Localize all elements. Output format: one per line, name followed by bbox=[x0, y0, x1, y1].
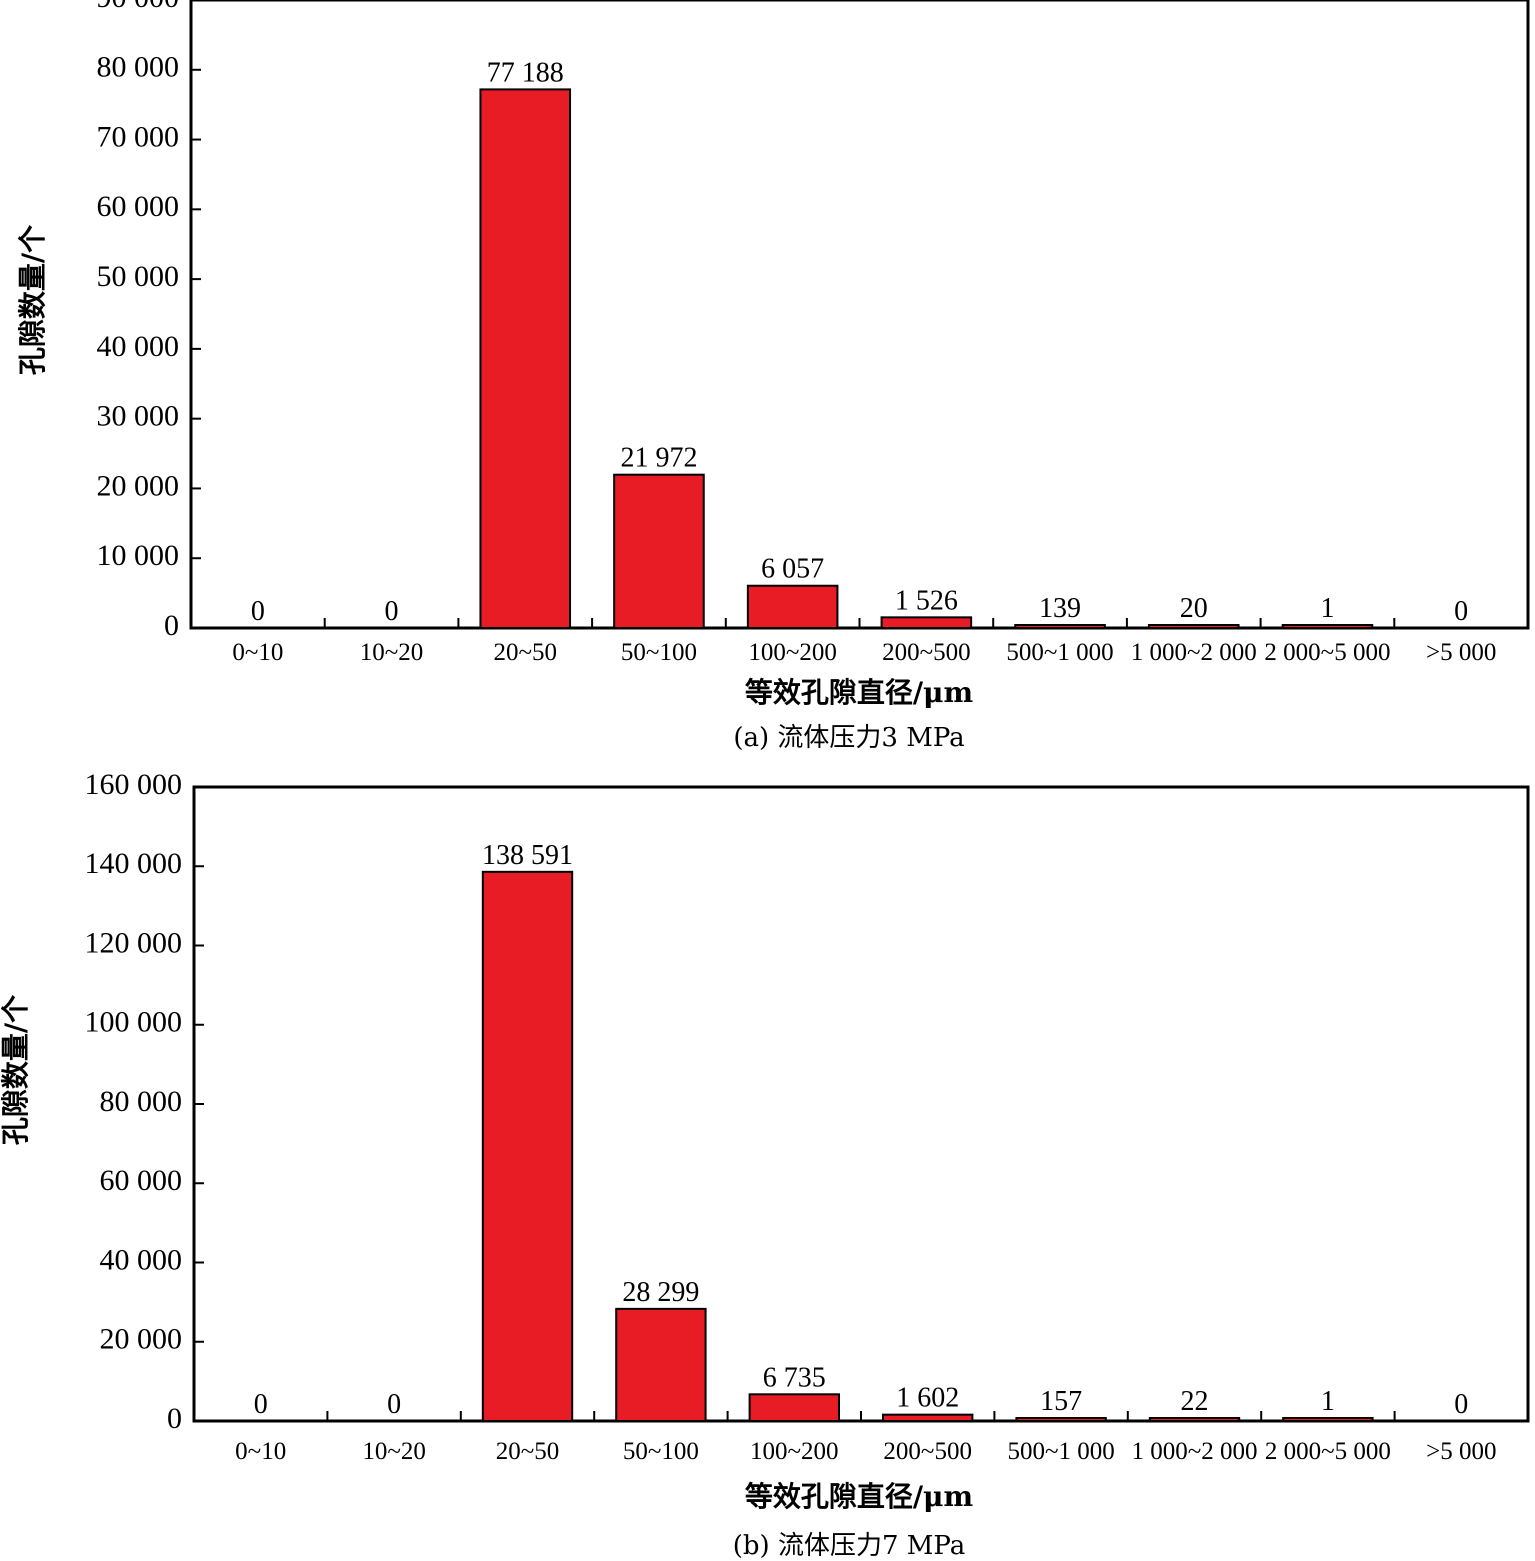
chart-b-xtick-label: 10~20 bbox=[362, 1438, 426, 1465]
chart-a-value-label: 77 188 bbox=[487, 57, 564, 88]
chart-b-xtick-label: 0~10 bbox=[235, 1438, 286, 1465]
chart-a-xtick-label: 1 000~2 000 bbox=[1131, 639, 1257, 666]
chart-a-ylabel: 孔隙数量/个 bbox=[16, 224, 49, 375]
chart-b-caption: (b) 流体压力7 MPa bbox=[733, 1531, 965, 1561]
chart-a-bar bbox=[613, 473, 705, 629]
chart-b-xtick-label: 2 000~5 000 bbox=[1265, 1438, 1391, 1465]
chart-a-bar bbox=[880, 616, 973, 630]
chart-b-value-label: 28 299 bbox=[622, 1277, 699, 1308]
chart-a-caption: (a) 流体压力3 MPa bbox=[733, 723, 964, 753]
chart-b-xtick-label: 1 000~2 000 bbox=[1131, 1438, 1257, 1465]
chart-b-value-label: 0 bbox=[387, 1389, 401, 1420]
chart-a-bar bbox=[479, 88, 572, 629]
chart-b-xtick-label: 50~100 bbox=[623, 1438, 699, 1465]
chart-b-ytick-label: 120 000 bbox=[85, 926, 183, 959]
chart-a-value-label: 1 bbox=[1320, 593, 1334, 624]
chart-b-plot-frame bbox=[192, 785, 1530, 1423]
chart-a-value-label: 1 526 bbox=[895, 585, 958, 616]
chart-b-xtick-label: 100~200 bbox=[750, 1438, 839, 1465]
chart-a-ytick-label: 90 000 bbox=[97, 0, 180, 14]
chart-a-xtick-label: 10~20 bbox=[360, 639, 424, 666]
chart-b-value-label: 138 591 bbox=[482, 840, 573, 871]
chart-b: 孔隙数量/个 等效孔隙直径/μm (b) 流体压力7 MPa 0 20 000 40… bbox=[0, 768, 1530, 1561]
chart-b-ytick-label: 140 000 bbox=[85, 847, 183, 880]
chart-b-ytick-label: 160 000 bbox=[85, 768, 183, 801]
chart-a-value-label: 20 bbox=[1180, 593, 1208, 624]
chart-a-xtick-label: 50~100 bbox=[621, 639, 697, 666]
chart-b-bar bbox=[615, 1307, 707, 1423]
chart-a-xtick-label: 200~500 bbox=[882, 639, 971, 666]
chart-b-ytick-label: 60 000 bbox=[100, 1164, 183, 1197]
chart-b-bar bbox=[1148, 1417, 1241, 1422]
chart-b-xtick-label: 200~500 bbox=[883, 1438, 972, 1465]
chart-b-xtick-label: 20~50 bbox=[496, 1438, 560, 1465]
chart-b-bar bbox=[1282, 1417, 1374, 1422]
chart-b-xtick-label: 500~1 000 bbox=[1007, 1438, 1114, 1465]
chart-a-ytick-label: 20 000 bbox=[97, 469, 180, 502]
chart-a-xtick-label: 0~10 bbox=[232, 639, 283, 666]
chart-a-ytick-label: 30 000 bbox=[97, 400, 180, 433]
chart-b-ylabel: 孔隙数量/个 bbox=[0, 994, 32, 1145]
chart-b-ytick-label: 80 000 bbox=[100, 1085, 183, 1118]
chart-b-bar bbox=[748, 1393, 840, 1423]
chart-a-xtick-label: 500~1 000 bbox=[1006, 639, 1113, 666]
chart-a-bar bbox=[1281, 624, 1374, 629]
chart-b-xlabel: 等效孔隙直径/μm bbox=[745, 1480, 973, 1513]
chart-b-value-label: 6 735 bbox=[763, 1362, 826, 1393]
chart-a-xtick-label: 20~50 bbox=[493, 639, 557, 666]
chart-a-value-label: 139 bbox=[1039, 593, 1081, 624]
chart-b-value-label: 0 bbox=[1454, 1389, 1468, 1420]
chart-a-value-label: 6 057 bbox=[761, 554, 824, 585]
chart-b-bar bbox=[882, 1413, 974, 1423]
chart-b-xtick-label: >5 000 bbox=[1426, 1438, 1496, 1465]
chart-b-value-label: 1 bbox=[1321, 1386, 1335, 1417]
chart-b-bar bbox=[1015, 1417, 1107, 1422]
chart-a-bar bbox=[1147, 624, 1240, 629]
chart-b-ytick-label: 100 000 bbox=[85, 1006, 183, 1039]
chart-a-ytick-label: 60 000 bbox=[97, 190, 180, 223]
chart-a-ytick-label: 80 000 bbox=[97, 51, 180, 84]
chart-b-ytick-label: 20 000 bbox=[100, 1323, 183, 1356]
chart-a-value-label: 21 972 bbox=[620, 443, 697, 474]
chart-a-ytick-label: 50 000 bbox=[97, 260, 180, 293]
chart-a-bar bbox=[1014, 624, 1106, 629]
chart-b-value-label: 22 bbox=[1181, 1386, 1209, 1417]
chart-b-value-label: 0 bbox=[254, 1389, 268, 1420]
chart-b-ytick-label: 40 000 bbox=[100, 1243, 183, 1276]
chart-a-ytick-label: 70 000 bbox=[97, 120, 180, 153]
chart-a-xtick-label: 100~200 bbox=[748, 639, 837, 666]
chart-a: 孔隙数量/个 等效孔隙直径/μm (a) 流体压力3 MPa 0 10 000 20… bbox=[16, 0, 1530, 753]
chart-a-ytick-label: 0 bbox=[164, 609, 179, 642]
chart-a-value-label: 0 bbox=[251, 596, 265, 627]
chart-a-value-label: 0 bbox=[385, 596, 399, 627]
chart-a-xtick-label: 2 000~5 000 bbox=[1264, 639, 1390, 666]
chart-a-xlabel: 等效孔隙直径/μm bbox=[745, 676, 973, 709]
chart-a-ytick-label: 40 000 bbox=[97, 330, 180, 363]
chart-a-plot-frame bbox=[189, 0, 1530, 630]
chart-b-value-label: 1 602 bbox=[896, 1383, 959, 1414]
chart-b-bar bbox=[481, 870, 574, 1422]
chart-a-xtick-label: >5 000 bbox=[1426, 639, 1496, 666]
chart-a-ytick-label: 10 000 bbox=[97, 539, 180, 572]
chart-a-bar bbox=[746, 584, 839, 629]
chart-b-ytick-label: 0 bbox=[167, 1402, 182, 1435]
chart-b-value-label: 157 bbox=[1040, 1386, 1082, 1417]
chart-a-value-label: 0 bbox=[1454, 596, 1468, 627]
